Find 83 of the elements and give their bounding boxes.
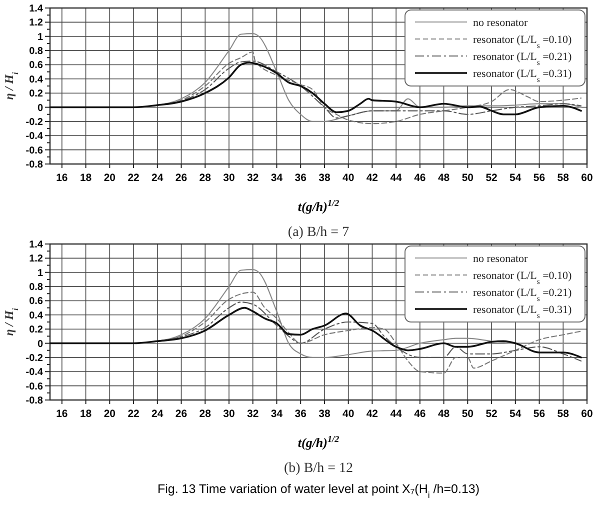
x-tick-label: 60 [581, 172, 593, 184]
legend-label: resonator (L/L$_{s}$=0.31) [473, 68, 572, 84]
y-tick-label: 0.6 [29, 296, 44, 308]
x-tick-label: 50 [462, 408, 474, 420]
x-tick-label: 44 [390, 172, 402, 184]
x-tick-label: 20 [104, 408, 116, 420]
x-tick-label: 42 [366, 172, 378, 184]
x-tick-label: 50 [462, 172, 474, 184]
y-tick-label: 1.4 [29, 4, 44, 14]
x-tick-label: 24 [152, 172, 164, 184]
x-tick-label: 54 [510, 172, 522, 184]
x-tick-label: 28 [199, 172, 212, 184]
x-tick-label: 46 [414, 408, 426, 420]
y-tick-label: 0.6 [29, 60, 44, 72]
x-tick-label: 26 [175, 408, 188, 420]
x-tick-label: 18 [80, 408, 92, 420]
legend-label: no resonator [473, 17, 528, 29]
x-tick-label: 58 [557, 408, 570, 420]
y-tick-label: 0 [37, 338, 44, 350]
x-tick-label: 48 [438, 408, 450, 420]
y-tick-label: -0.2 [26, 116, 44, 128]
x-axis-title: t(g/h)$^{1/2}$ [298, 198, 340, 214]
x-tick-label: 34 [270, 408, 283, 420]
y-tick-label: -0.2 [26, 352, 44, 364]
legend-label: resonator (L/L$_{s}$=0.21) [473, 51, 572, 66]
legend-label: resonator (L/L$_{s}$=0.31) [473, 304, 572, 320]
x-tick-label: 56 [533, 172, 546, 184]
x-tick-label: 20 [104, 172, 116, 184]
legend-label: resonator (L/L$_{s}$=0.21) [473, 287, 572, 302]
text: (a) B/h = 7 [288, 225, 350, 240]
y-tick-label: -0.4 [26, 131, 44, 142]
x-tick-label: 40 [342, 172, 354, 184]
x-tick-label: 40 [342, 408, 354, 420]
x-tick-label: 46 [414, 172, 426, 184]
y-tick-label: -0.4 [26, 367, 44, 378]
x-tick-label: 52 [486, 172, 498, 184]
x-tick-label: 52 [486, 408, 498, 420]
x-tick-label: 32 [247, 408, 259, 420]
y-tick-label: -0.8 [26, 396, 44, 406]
x-tick-label: 24 [152, 408, 164, 420]
y-tick-label: 0.4 [29, 310, 44, 322]
y-tick-label: -0.6 [26, 381, 44, 392]
x-tick-label: 38 [318, 172, 330, 184]
x-tick-label: 36 [294, 172, 307, 184]
x-tick-label: 54 [510, 408, 522, 420]
y-tick-label: 0.8 [29, 46, 44, 58]
caption: Fig. 13 Time variation of water level at point X₇(H$_{i}$/h=0.13) [157, 482, 480, 500]
legend-label: resonator (L/L$_{s}$=0.10) [473, 34, 572, 50]
x-tick-label: 38 [318, 408, 330, 420]
legend-label: no resonator [473, 253, 528, 265]
x-tick-label: 42 [366, 408, 378, 420]
x-tick-label: 36 [294, 408, 307, 420]
text: (b) B/h = 12 [284, 461, 353, 476]
x-tick-label: 16 [56, 172, 68, 184]
x-tick-label: 18 [80, 172, 92, 184]
x-tick-label: 22 [128, 408, 140, 420]
legend-label: resonator (L/L$_{s}$=0.10) [473, 270, 572, 286]
y-tick-label: 0.2 [29, 88, 44, 100]
x-tick-label: 30 [223, 408, 235, 420]
x-tick-label: 28 [199, 408, 212, 420]
x-tick-label: 22 [128, 172, 140, 184]
y-tick-label: 1.2 [29, 18, 44, 29]
y-tick-label: 1.4 [29, 240, 44, 250]
y-tick-label: 1 [37, 32, 44, 43]
y-tick-label: -0.8 [26, 160, 44, 170]
y-tick-label: 1 [37, 268, 44, 279]
x-tick-label: 44 [390, 408, 402, 420]
x-axis-title: t(g/h)$^{1/2}$ [298, 434, 340, 450]
x-tick-label: 58 [557, 172, 570, 184]
y-tick-label: 0.4 [29, 74, 44, 86]
y-tick-label: 0.2 [29, 324, 44, 336]
x-tick-label: 26 [175, 172, 188, 184]
x-tick-label: 16 [56, 408, 68, 420]
x-tick-label: 32 [247, 172, 259, 184]
y-tick-label: -0.6 [26, 145, 44, 156]
x-tick-label: 48 [438, 172, 450, 184]
x-tick-label: 34 [270, 172, 283, 184]
x-tick-label: 60 [581, 408, 593, 420]
x-tick-label: 30 [223, 172, 235, 184]
y-tick-label: 1.2 [29, 254, 44, 265]
y-tick-label: 0.8 [29, 282, 44, 294]
x-tick-label: 56 [533, 408, 546, 420]
y-tick-label: 0 [37, 102, 44, 114]
